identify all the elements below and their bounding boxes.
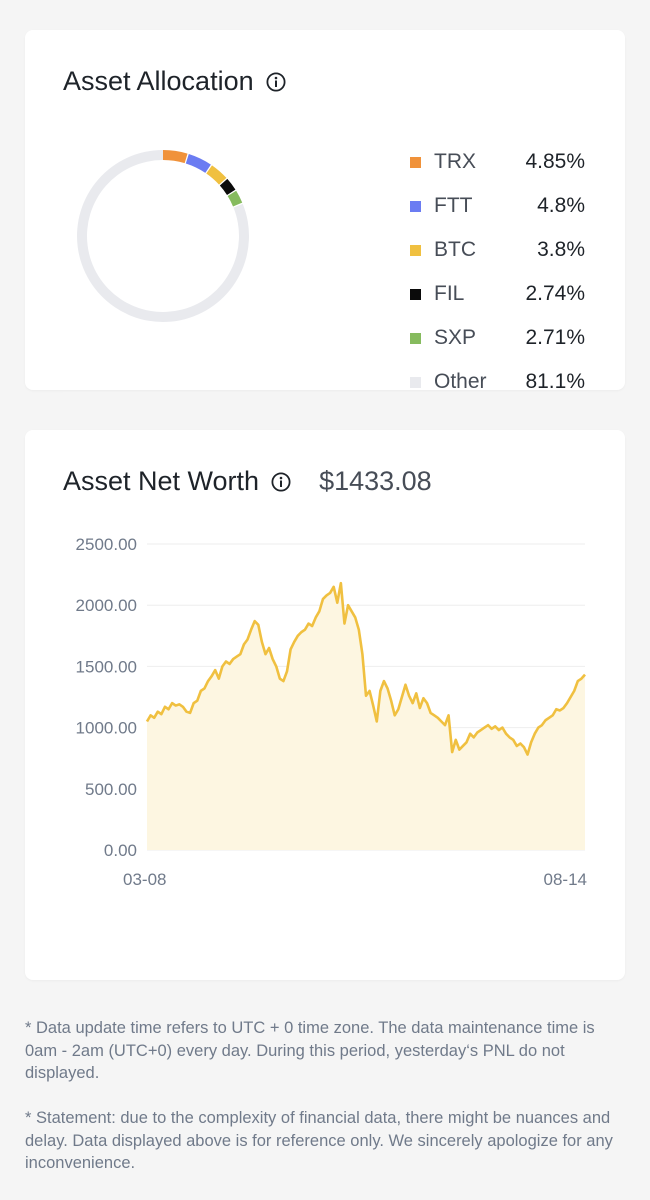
donut-slice-btc [206,165,227,185]
legend-item-fil: FIL 2.74% [410,272,585,316]
legend-item-ftt: FTT 4.8% [410,184,585,228]
asset-allocation-card: Asset Allocation TRX 4.85% FTT 4.8% BTC 3.8% F… [25,30,625,393]
networth-line [145,581,586,756]
legend-name: Other [434,370,487,393]
y-tick-label: 2500.00 [76,535,137,554]
legend-value: 2.71% [525,326,585,349]
legend-item-trx: TRX 4.85% [410,140,585,184]
legend-swatch [410,288,421,300]
legend-name: FTT [434,194,473,217]
asset-allocation-title: Asset Allocation [63,66,286,97]
legend-value: 4.85% [525,150,585,173]
y-tick-label: 2000.00 [76,596,137,615]
donut-slice-ftt [185,153,211,173]
legend-fade [63,392,588,406]
asset-networth-title: Asset Net Worth $1433.08 [63,466,432,497]
footnote-statement: * Statement: due to the complexity of fi… [25,1109,613,1172]
networth-area-chart: 0.00 500.00 1000.00 1500.00 2000.00 2500.00 03… [76,535,587,889]
info-icon[interactable] [271,471,291,492]
legend-name: TRX [434,150,476,173]
legend-value: 2.74% [525,282,585,305]
legend-name: BTC [434,238,476,261]
asset-allocation-title-text: Asset Allocation [63,66,254,96]
donut-slice-sxp [227,190,243,207]
networth-value: $1433.08 [319,466,432,496]
legend-swatch [410,332,421,344]
legend-name: FIL [434,282,465,305]
allocation-donut-chart [77,150,249,323]
x-tick-label: 08-14 [544,870,587,889]
legend-name: SXP [434,326,477,349]
asset-networth-title-text: Asset Net Worth [63,466,260,496]
legend-swatch [410,200,421,212]
allocation-legend: TRX 4.85% FTT 4.8% BTC 3.8% FIL 2.74% SXP 2.71% Ot… [410,140,585,404]
donut-slice-fil [219,178,236,196]
y-tick-label: 500.00 [85,780,137,799]
y-tick-label: 1000.00 [76,719,137,738]
footnote-data-update: * Data update time refers to UTC + 0 tim… [25,1019,595,1082]
y-tick-label: 1500.00 [76,657,137,676]
networth-area-fill [147,583,585,850]
donut-slice-trx [163,150,188,164]
legend-value: 4.8% [537,194,585,217]
legend-swatch [410,376,421,388]
legend-value: 3.8% [537,238,585,261]
legend-item-btc: BTC 3.8% [410,228,585,272]
legend-item-sxp: SXP 2.71% [410,316,585,360]
legend-swatch [410,156,421,168]
legend-value: 81.1% [525,370,585,393]
legend-swatch [410,244,421,256]
x-tick-label: 03-08 [123,870,166,889]
legend-item-other: Other 81.1% [410,360,585,404]
asset-networth-card: Asset Net Worth $1433.08 0.00 500.00 1000.… [25,430,625,980]
info-icon[interactable] [266,71,286,92]
y-tick-label: 0.00 [104,841,137,860]
